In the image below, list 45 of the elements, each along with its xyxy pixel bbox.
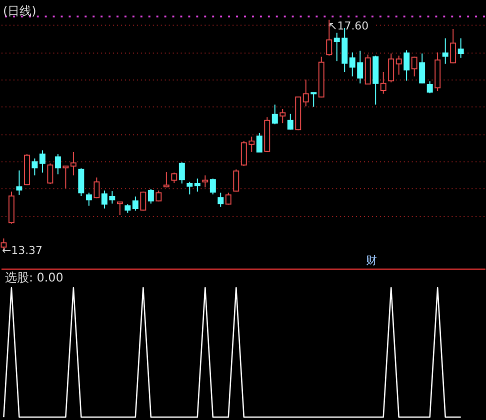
candlestick	[78, 168, 84, 196]
candlestick	[16, 170, 22, 196]
candlestick	[54, 154, 61, 175]
candlestick	[396, 55, 402, 76]
candlestick	[426, 80, 433, 94]
candlestick	[458, 38, 464, 58]
chart-title: (日线)	[2, 4, 36, 18]
candlestick	[380, 71, 386, 94]
candlestick	[404, 50, 410, 82]
candlestick	[194, 178, 200, 192]
candlestick	[388, 53, 394, 83]
candlestick	[210, 178, 216, 195]
candlestick	[178, 162, 185, 184]
candlestick	[272, 104, 278, 125]
candlestick	[218, 192, 224, 208]
candlestick	[116, 201, 123, 216]
annotation: ←13.37	[2, 244, 43, 257]
candlestick	[47, 162, 54, 185]
candlestick	[132, 196, 138, 212]
candlestick	[302, 79, 309, 107]
text: 财	[366, 254, 377, 267]
candlestick	[39, 150, 46, 174]
candlestick	[310, 92, 317, 108]
candlestick	[450, 28, 456, 64]
candlestick	[94, 177, 100, 199]
candlestick	[62, 166, 69, 189]
candlestick	[233, 168, 240, 192]
candlestick	[148, 188, 154, 204]
candlestick	[256, 132, 262, 153]
candlestick	[442, 38, 448, 64]
candlestick	[419, 53, 426, 84]
annotation: ↖17.60	[328, 20, 369, 33]
candlestick	[411, 56, 418, 77]
candlestick	[156, 190, 162, 202]
candlestick	[70, 151, 76, 176]
candlestick	[171, 172, 178, 184]
candlestick	[163, 172, 170, 188]
candlestick	[280, 108, 286, 124]
candlestick	[32, 158, 38, 176]
chart-title: 选股: 0.00	[4, 270, 64, 285]
candlestick	[287, 113, 294, 130]
candlestick	[202, 174, 208, 188]
candlestick	[86, 192, 92, 206]
candlestick	[140, 191, 146, 212]
candlestick	[186, 181, 193, 195]
